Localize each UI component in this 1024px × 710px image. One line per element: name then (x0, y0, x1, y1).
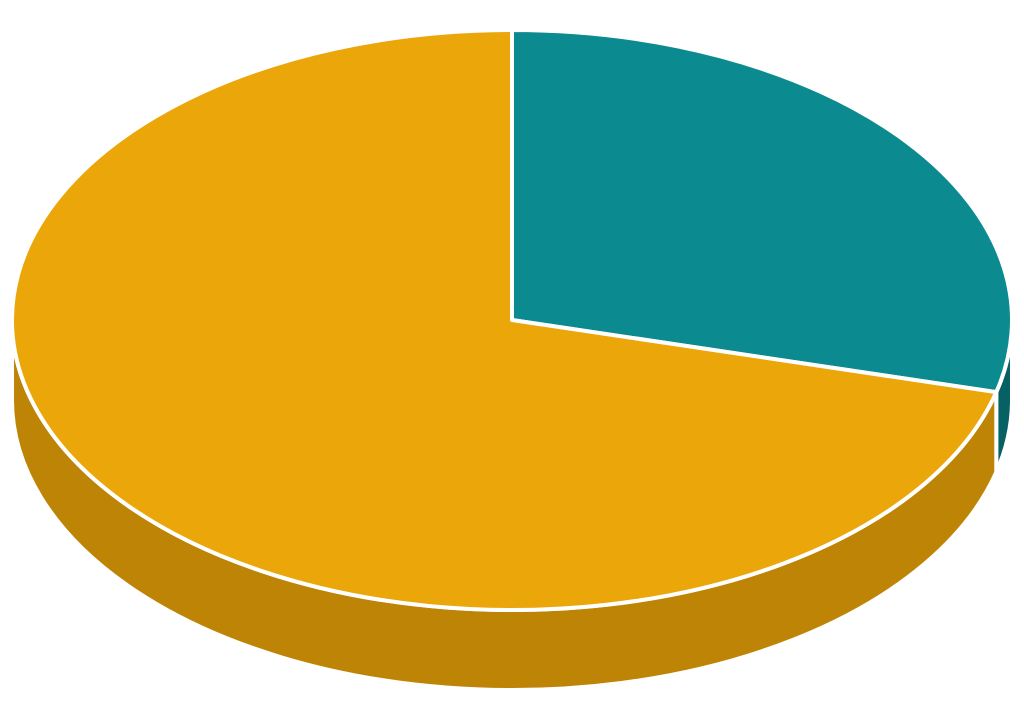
pie-chart-3d (0, 0, 1024, 710)
pie-chart-svg (0, 0, 1024, 710)
pie-tops (12, 30, 1012, 610)
